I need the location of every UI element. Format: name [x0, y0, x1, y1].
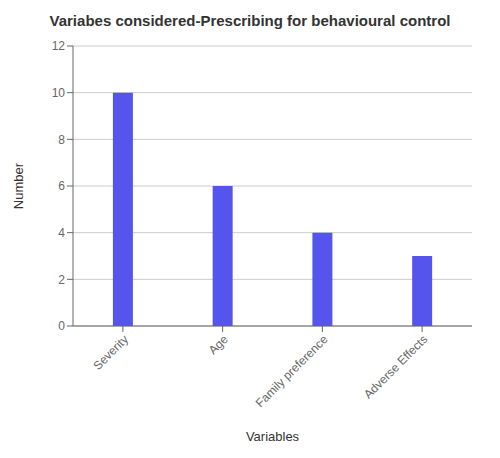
svg-text:Number: Number — [11, 162, 26, 209]
html-text:Variabes considered-Prescribin: Variabes considered-Prescribing for beha… — [49, 12, 451, 29]
svg-text:8: 8 — [58, 133, 65, 147]
svg-text:Age: Age — [206, 332, 231, 357]
svg-text:0: 0 — [58, 319, 65, 333]
svg-text:10: 10 — [52, 86, 66, 100]
svg-text:Variables: Variables — [246, 429, 300, 444]
svg-text:4: 4 — [58, 226, 65, 240]
svg-text:Adverse Effects: Adverse Effects — [361, 332, 430, 401]
svg-text:6: 6 — [58, 179, 65, 193]
svg-text:Severity: Severity — [90, 332, 131, 373]
svg-text:12: 12 — [52, 39, 66, 53]
svg-text:2: 2 — [58, 273, 65, 287]
svg-text:Family preference: Family preference — [253, 332, 331, 410]
